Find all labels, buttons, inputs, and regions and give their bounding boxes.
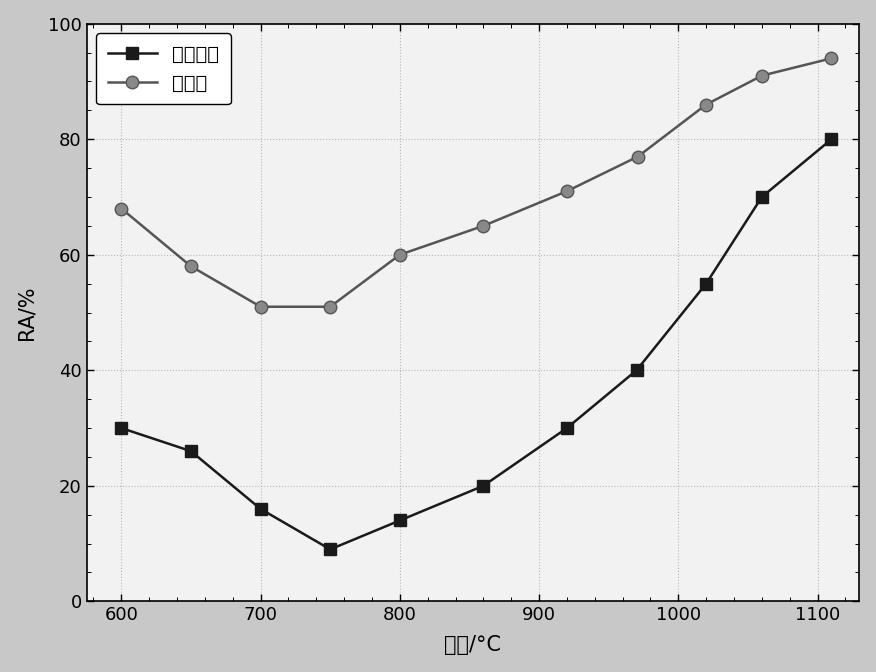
本工艺 (325, 302, 336, 310)
常规工艺 (325, 546, 336, 554)
本工艺 (757, 72, 767, 80)
Line: 本工艺: 本工艺 (115, 52, 837, 313)
常规工艺 (394, 517, 405, 525)
本工艺 (562, 187, 572, 196)
常规工艺 (116, 424, 126, 432)
本工艺 (255, 302, 265, 310)
本工艺 (186, 262, 196, 270)
常规工艺 (701, 280, 711, 288)
本工艺 (394, 251, 405, 259)
常规工艺 (826, 135, 837, 143)
X-axis label: 温度/°C: 温度/°C (444, 635, 501, 655)
本工艺 (701, 101, 711, 109)
Y-axis label: RA/%: RA/% (17, 285, 37, 340)
常规工艺 (478, 482, 489, 490)
本工艺 (826, 54, 837, 62)
常规工艺 (186, 447, 196, 455)
Line: 常规工艺: 常规工艺 (115, 133, 837, 556)
常规工艺 (255, 505, 265, 513)
常规工艺 (562, 424, 572, 432)
本工艺 (478, 222, 489, 230)
常规工艺 (632, 366, 642, 374)
Legend: 常规工艺, 本工艺: 常规工艺, 本工艺 (96, 34, 230, 104)
本工艺 (116, 204, 126, 212)
常规工艺 (757, 193, 767, 201)
本工艺 (632, 153, 643, 161)
